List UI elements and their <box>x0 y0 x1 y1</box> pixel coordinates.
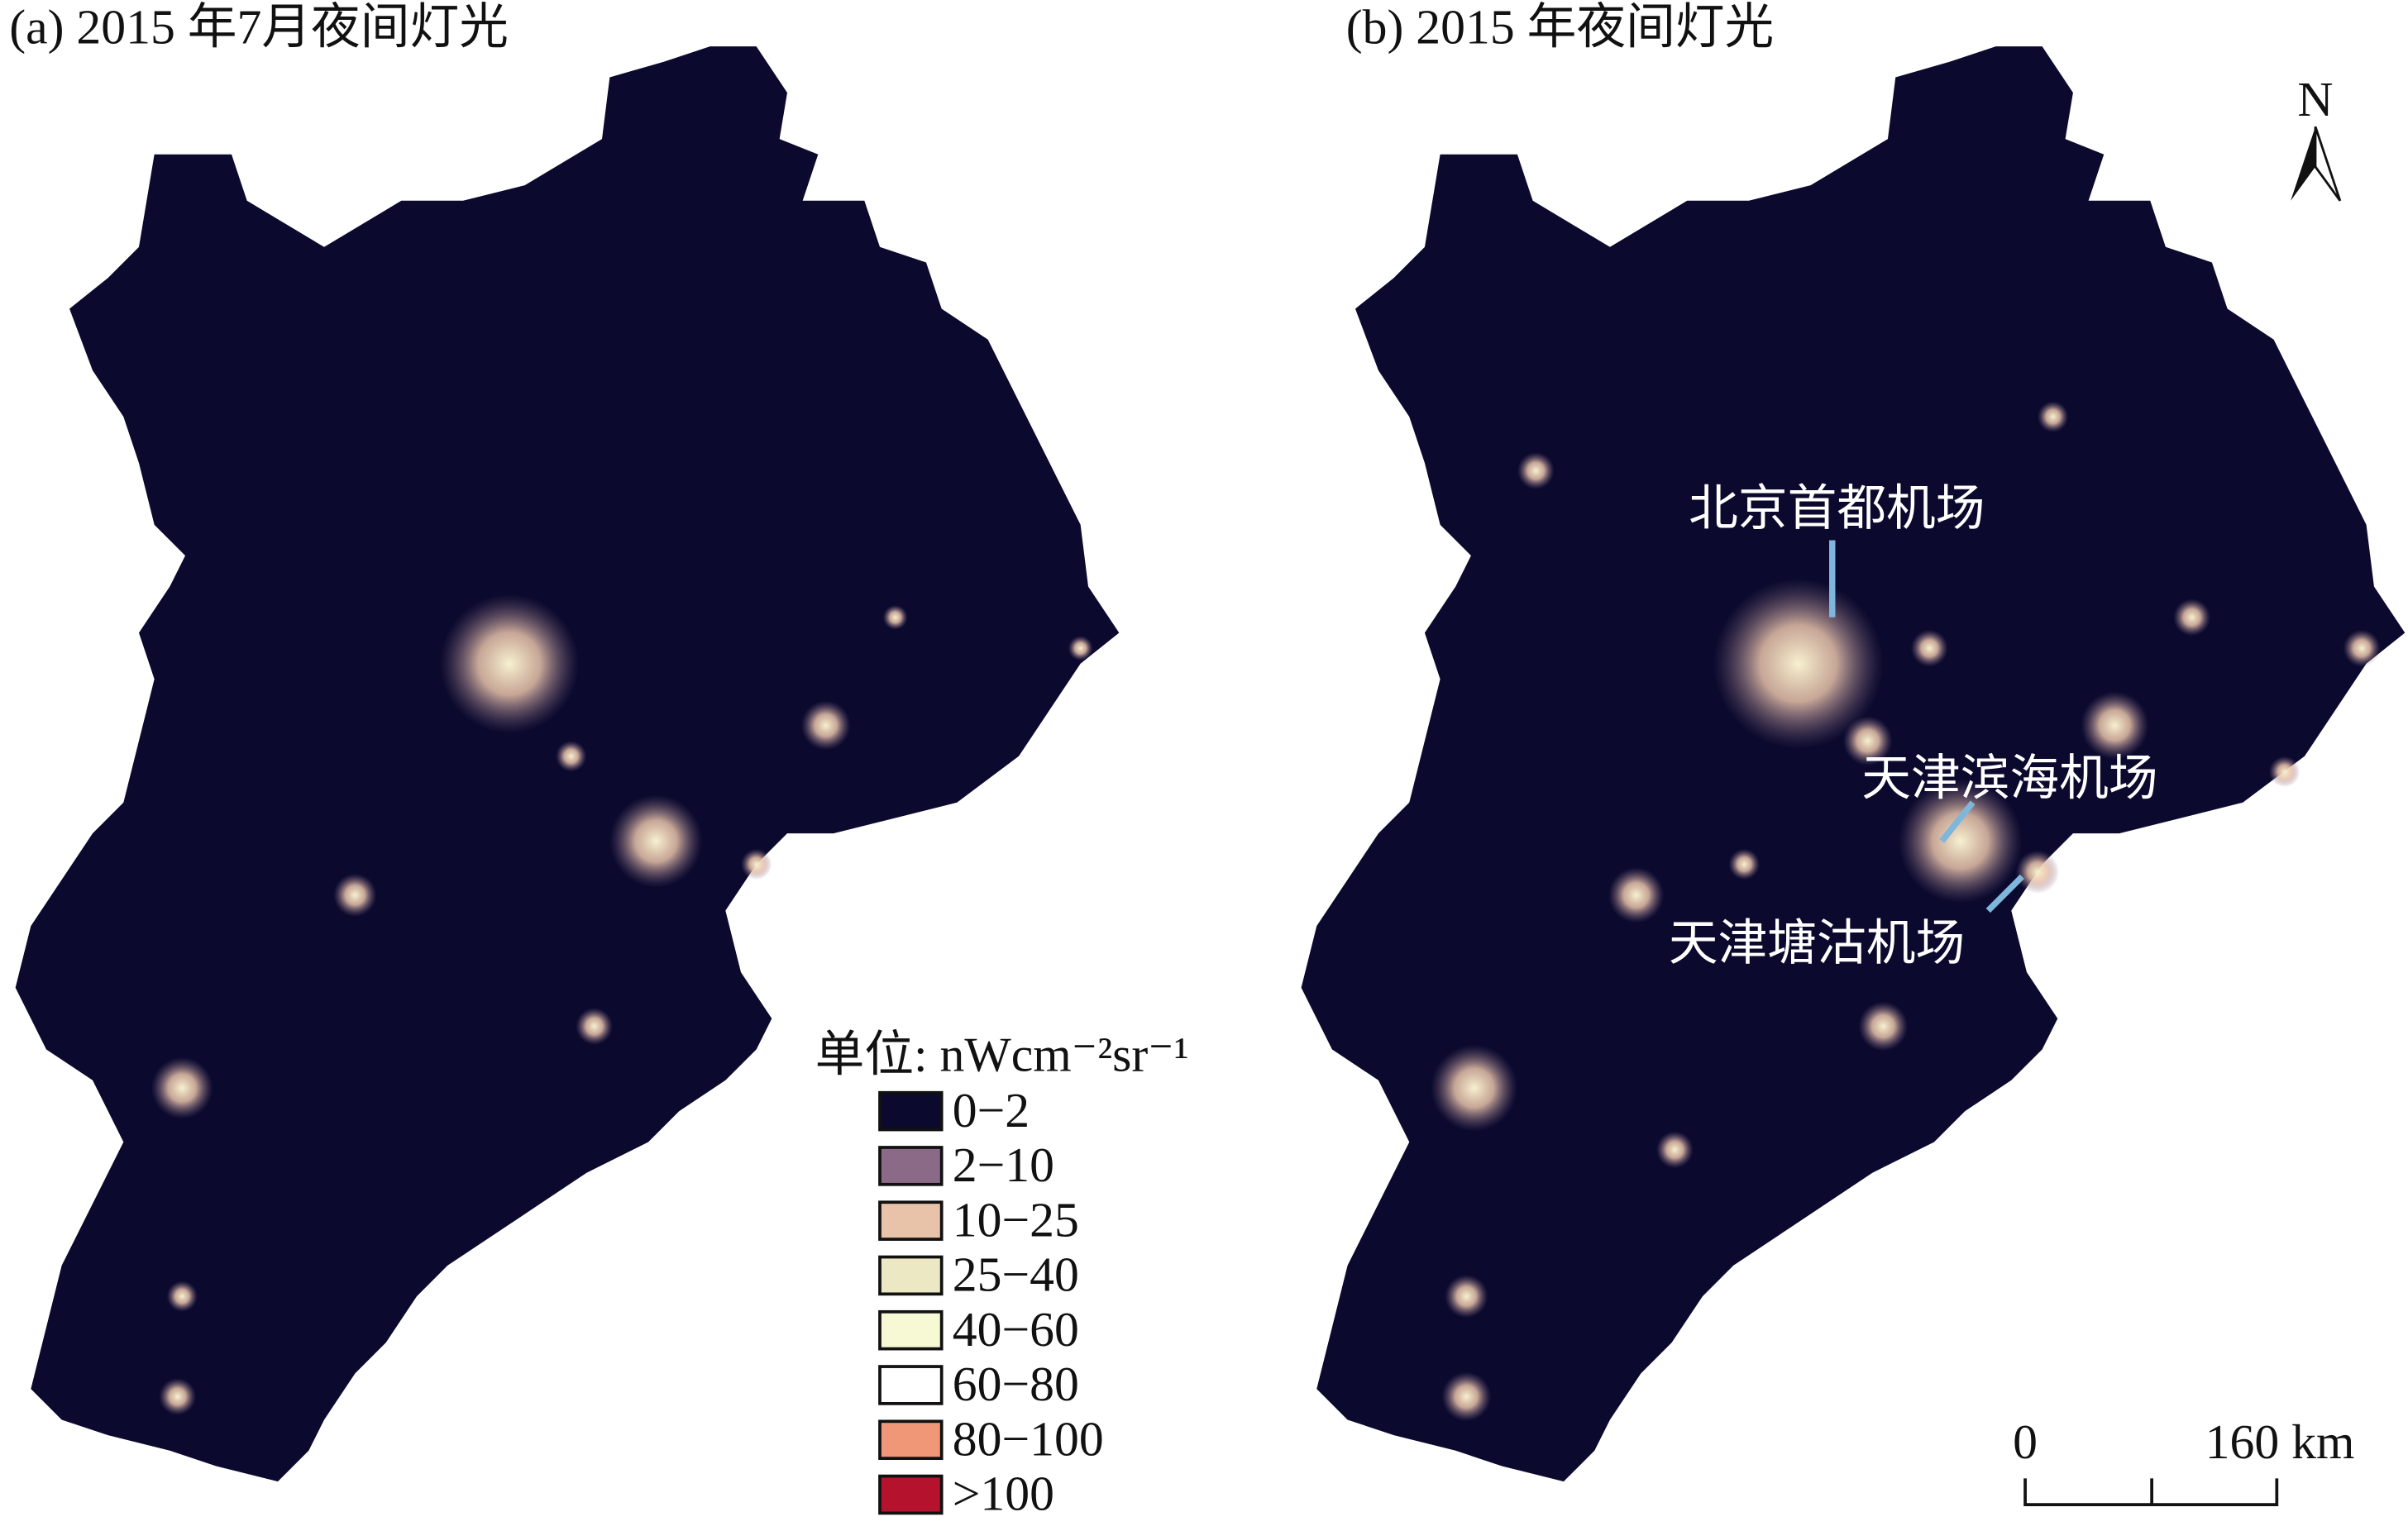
legend-title: 单位: nWcm⁻²sr⁻¹ <box>815 1028 1189 1082</box>
legend-swatch <box>878 1146 944 1186</box>
north-arrow: N <box>2291 72 2342 202</box>
legend-swatch <box>878 1255 944 1296</box>
legend-label: 60−80 <box>953 1357 1079 1411</box>
legend-label: 80−100 <box>953 1411 1104 1466</box>
legend-swatch <box>878 1419 944 1460</box>
legend-label: 25−40 <box>953 1247 1079 1302</box>
light-glows <box>1431 401 2381 1422</box>
legend-swatch <box>878 1365 944 1405</box>
region-shape <box>1301 46 2406 1482</box>
north-label: N <box>2297 72 2333 126</box>
map-panel-a: (a) 2015 年7月夜间灯光 <box>9 0 1120 1482</box>
legend-label: 40−60 <box>953 1302 1079 1357</box>
annotation: 天津塘沽机场 <box>1669 916 1965 971</box>
annotation: 天津滨海机场 <box>1861 751 2157 805</box>
legend: 单位: nWcm⁻²sr⁻¹ 0−22−1010−2525−4040−6060−… <box>815 1028 1189 1521</box>
legend-swatch <box>878 1090 944 1132</box>
light-glows <box>150 594 1093 1415</box>
leader-lines <box>1829 540 2024 913</box>
legend-swatch <box>878 1200 944 1241</box>
map-panel-b: (b) 2015 年夜间灯光 北京首都机场 天津滨海机场 天津塘沽机场 <box>1301 0 2406 1482</box>
legend-label: 0−2 <box>953 1083 1030 1138</box>
scale-bar: 0 160 km <box>2013 1414 2355 1506</box>
annotation: 北京首都机场 <box>1689 481 1985 536</box>
scale-label: 160 km <box>2205 1414 2355 1469</box>
legend-swatch <box>878 1474 944 1515</box>
panel-title: (a) 2015 年7月夜间灯光 <box>9 0 509 54</box>
panel-title: (b) 2015 年夜间灯光 <box>1346 0 1775 54</box>
legend-label: 10−25 <box>953 1192 1079 1247</box>
legend-label: 2−10 <box>953 1138 1054 1192</box>
scale-label: 0 <box>2013 1414 2038 1469</box>
legend-swatch <box>878 1309 944 1351</box>
legend-label: >100 <box>953 1467 1054 1521</box>
